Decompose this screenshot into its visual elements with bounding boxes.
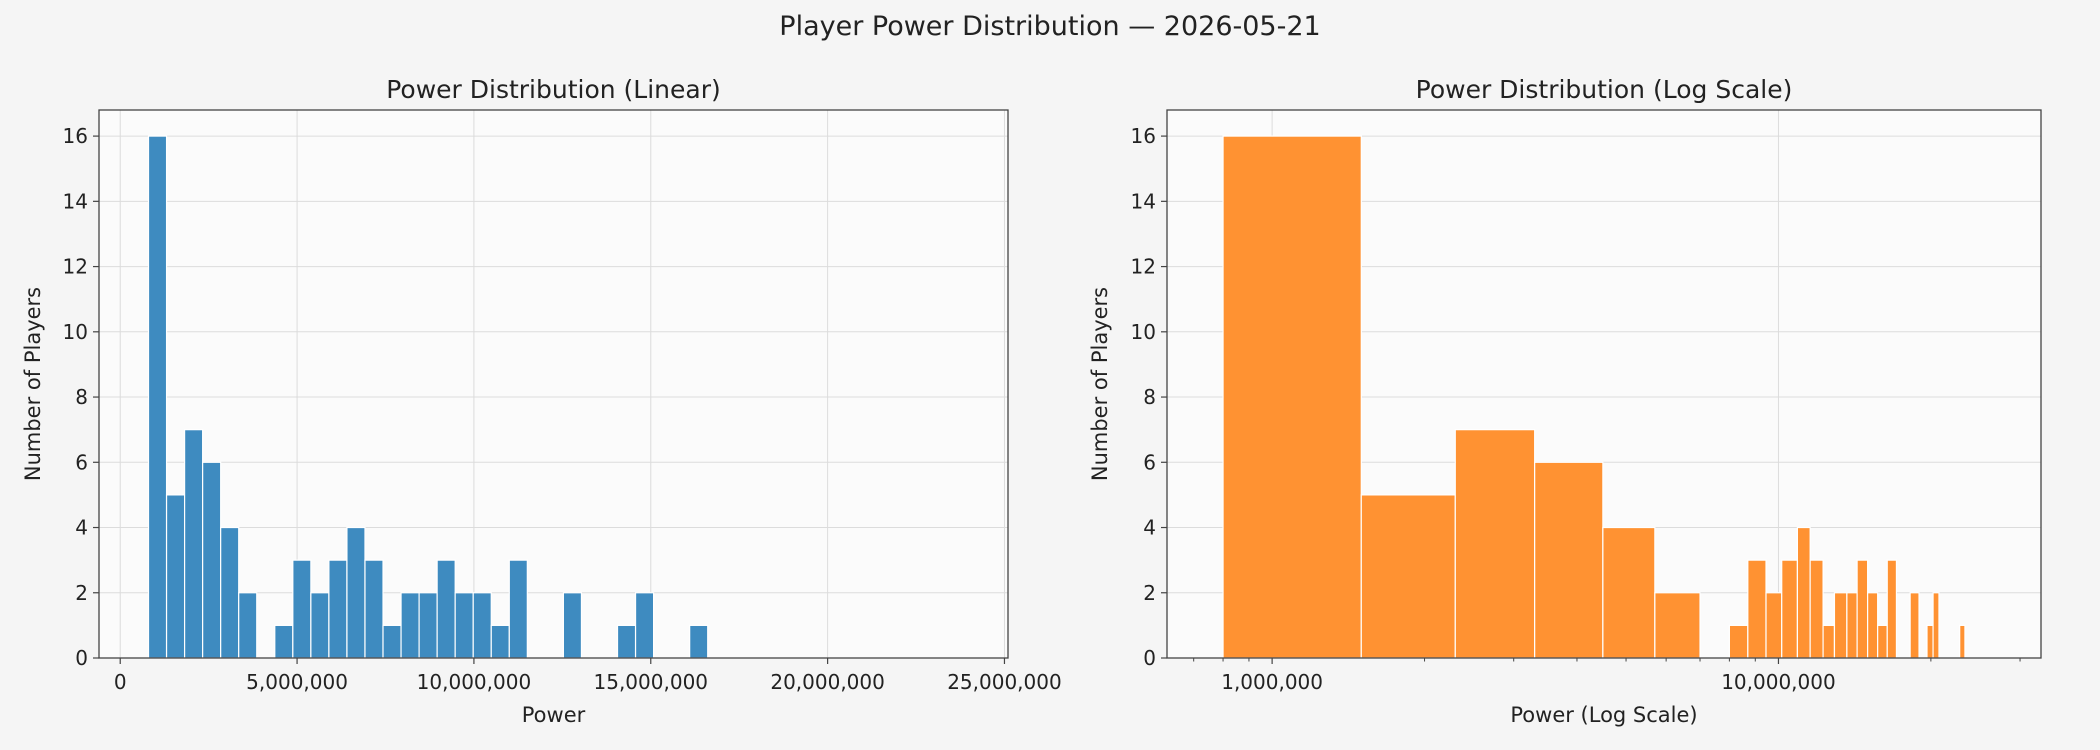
histogram-bar: [490, 624, 510, 659]
log-histogram-bars: [1222, 135, 1966, 659]
histogram-bar: [1959, 624, 1966, 659]
linear-y-ticks: 0 2 4 6 8 10 12 14 16: [63, 124, 99, 670]
y-tick-label: 12: [63, 255, 88, 279]
x-tick-label: 5,000,000: [246, 670, 348, 694]
histogram-bar: [1856, 559, 1869, 659]
histogram-bar: [274, 624, 294, 659]
histogram-bar: [1877, 624, 1888, 659]
log-histogram-panel: 1,000,000 10,000,000 0 2 4 6 8 10 12 14 16 Power …: [1088, 75, 2042, 727]
y-tick-label: 2: [1143, 581, 1156, 605]
y-tick-label: 14: [1131, 189, 1156, 213]
histogram-bar: [165, 494, 186, 659]
y-tick-label: 16: [1131, 124, 1156, 148]
y-tick-label: 4: [1143, 516, 1156, 540]
linear-chart-title: Power Distribution (Linear): [386, 75, 721, 104]
y-tick-label: 12: [1131, 255, 1156, 279]
linear-histogram-panel: 0 5,000,000 10,000,000 15,000,000 20,000,000…: [21, 75, 1062, 727]
log-y-axis-label: Number of Players: [1088, 287, 1112, 481]
histogram-bar: [1534, 461, 1604, 659]
y-tick-label: 10: [1131, 320, 1156, 344]
histogram-bar: [472, 592, 492, 659]
x-tick-label: 0: [114, 670, 127, 694]
histogram-bar: [328, 559, 348, 659]
histogram-bar: [1747, 559, 1767, 659]
log-x-axis-label: Power (Log Scale): [1510, 703, 1697, 727]
histogram-bar: [1654, 592, 1701, 659]
histogram-bar: [220, 526, 240, 659]
y-tick-label: 4: [75, 516, 88, 540]
x-tick-label: 25,000,000: [947, 670, 1062, 694]
linear-plot-frame: [98, 109, 1009, 659]
histogram-bar: [400, 592, 420, 659]
histogram-bar: [1781, 559, 1799, 659]
y-tick-label: 6: [1143, 450, 1156, 474]
histogram-bar: [1796, 526, 1811, 659]
log-chart-title: Power Distribution (Log Scale): [1416, 75, 1793, 104]
y-tick-label: 0: [1143, 646, 1156, 670]
figure-title: Player Power Distribution — 2026-05-21: [779, 11, 1320, 42]
histogram-bar: [1932, 592, 1940, 659]
histogram-bar: [418, 592, 438, 659]
y-tick-label: 8: [75, 385, 88, 409]
histogram-bar: [1602, 526, 1656, 659]
histogram-bar: [310, 592, 330, 659]
histogram-bar: [346, 526, 366, 659]
y-tick-label: 16: [63, 124, 88, 148]
histogram-bar: [1809, 559, 1824, 659]
y-tick-label: 0: [75, 646, 88, 670]
log-y-ticks: 0 2 4 6 8 10 12 14 16: [1131, 124, 1167, 670]
linear-y-axis-label: Number of Players: [21, 287, 45, 481]
histogram-bar: [689, 624, 709, 659]
y-tick-label: 10: [63, 320, 88, 344]
histogram-bar: [1909, 592, 1920, 659]
histogram-bar: [508, 559, 528, 659]
histogram-bar: [436, 559, 456, 659]
histogram-bar: [382, 624, 402, 659]
x-tick-label: 15,000,000: [594, 670, 709, 694]
y-tick-label: 2: [75, 581, 88, 605]
linear-gridlines: [99, 110, 1008, 659]
histogram-bar: [183, 429, 204, 659]
histogram-bar: [1454, 429, 1536, 659]
x-tick-label: 10,000,000: [1721, 670, 1836, 694]
histogram-bar: [202, 461, 222, 659]
histogram-bar: [1822, 624, 1836, 659]
histogram-bar: [1222, 135, 1362, 659]
histogram-bar: [454, 592, 474, 659]
y-tick-label: 8: [1143, 385, 1156, 409]
histogram-bar: [1846, 592, 1858, 659]
histogram-bar: [238, 592, 258, 659]
y-tick-label: 14: [63, 189, 88, 213]
log-x-ticks: 1,000,000 10,000,000: [1193, 658, 2021, 694]
linear-x-axis-label: Power: [522, 703, 586, 727]
histogram-bar: [1765, 592, 1783, 659]
histogram-bar: [1886, 559, 1898, 659]
x-tick-label: 20,000,000: [770, 670, 885, 694]
histogram-bar: [1833, 592, 1848, 659]
histogram-bar: [147, 135, 168, 659]
histogram-bar: [562, 592, 583, 659]
histogram-bar: [1926, 624, 1934, 659]
histogram-bar: [634, 592, 655, 659]
y-tick-label: 6: [75, 450, 88, 474]
linear-histogram-bars: [147, 135, 709, 659]
x-tick-label: 1,000,000: [1221, 670, 1323, 694]
log-plot-frame: [1166, 109, 2042, 659]
histogram-bar: [616, 624, 637, 659]
histogram-bar: [1867, 592, 1879, 659]
histogram-bar: [1728, 624, 1749, 659]
histogram-bar: [1360, 494, 1456, 659]
histogram-bar: [292, 559, 312, 659]
linear-x-ticks: 0 5,000,000 10,000,000 15,000,000 20,000,000…: [114, 658, 1062, 694]
histogram-bar: [364, 559, 384, 659]
x-tick-label: 10,000,000: [417, 670, 532, 694]
